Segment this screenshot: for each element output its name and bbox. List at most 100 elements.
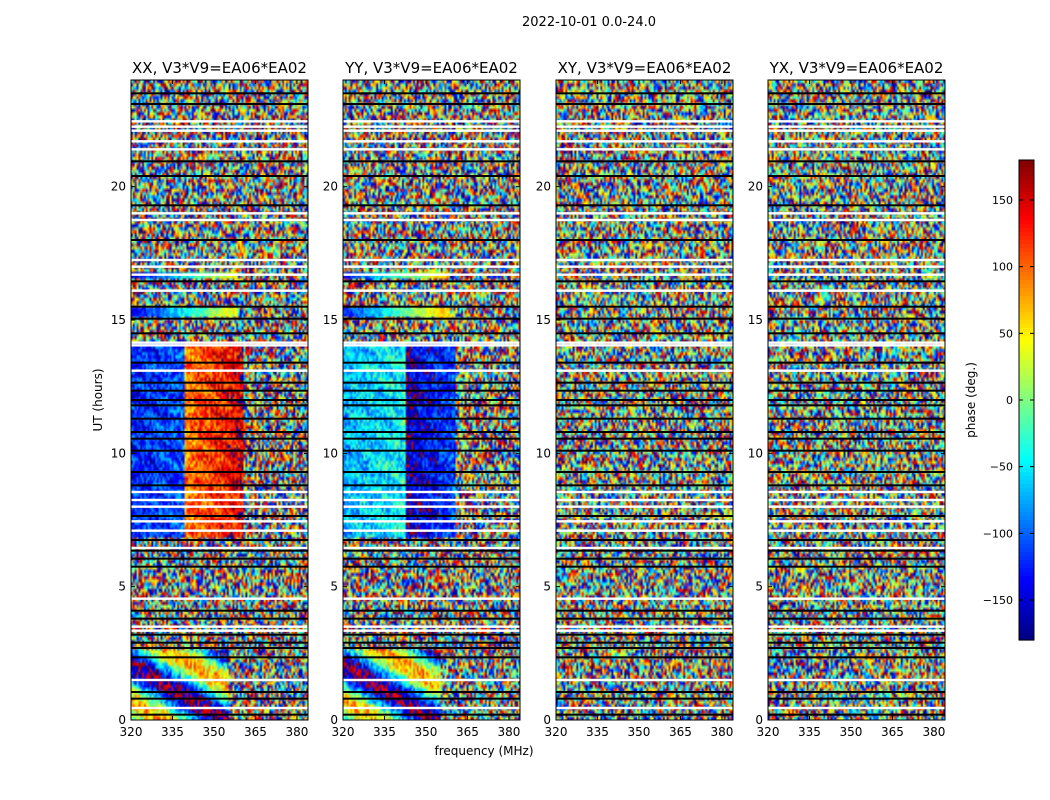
flagged-row-white [131, 505, 308, 508]
flagged-row-white [556, 520, 733, 523]
flagged-row-black [768, 332, 945, 335]
flagged-row-white [768, 529, 945, 532]
colorbar-segment [1019, 232, 1034, 237]
colorbar-segment [1019, 352, 1034, 357]
flagged-row-white [768, 129, 945, 132]
flagged-row-white [131, 344, 308, 347]
flagged-row-black [131, 549, 308, 552]
flagged-row-black [768, 647, 945, 649]
flagged-row-white [768, 218, 945, 222]
colorbar-tick-label: −100 [983, 527, 1013, 540]
flagged-row-white [131, 520, 308, 523]
y-tick-label: 20 [536, 180, 551, 194]
colorbar-segment [1019, 256, 1034, 261]
flagged-row-white [131, 273, 308, 276]
flagged-row-black [343, 609, 520, 612]
flagged-row-black [768, 317, 945, 320]
colorbar-segment [1019, 236, 1034, 241]
flagged-row-black [131, 609, 308, 612]
flagged-row-white [343, 625, 520, 628]
colorbar-segment [1019, 208, 1034, 213]
flagged-row-black [556, 332, 733, 335]
flagged-row-black [556, 691, 733, 693]
flagged-row-black [343, 92, 520, 95]
y-tick-label: 0 [330, 713, 338, 727]
flagged-row-black [768, 404, 945, 407]
panel-3: XY, V3*V9=EA06*EA02 320 335 350 365 380 0 5 10 15… [536, 59, 734, 739]
flagged-row-white [768, 120, 945, 123]
flagged-row-black [556, 280, 733, 283]
flagged-row-black [768, 539, 945, 541]
x-tick-label: 320 [545, 725, 568, 739]
flagged-row-black [343, 389, 520, 392]
figure-title: 2022-10-01 0.0-24.0 [522, 15, 656, 30]
flagged-row-white [343, 148, 520, 151]
colorbar-segment [1019, 176, 1034, 181]
flagged-row-white [768, 546, 945, 550]
colorbar-segment [1019, 224, 1034, 229]
colorbar-segment [1019, 396, 1034, 401]
flagged-row-white [343, 529, 520, 532]
flagged-row-black [131, 399, 308, 401]
flagged-row-black [556, 399, 733, 401]
colorbar-segment [1019, 392, 1034, 397]
colorbar-segment [1019, 188, 1034, 193]
x-tick-label: 365 [881, 725, 904, 739]
y-tick-label: 15 [111, 313, 126, 327]
flagged-row-white [556, 597, 733, 600]
flagged-row-white [768, 344, 945, 347]
colorbar-segment [1019, 376, 1034, 381]
y-tick-label: 0 [118, 713, 126, 727]
flagged-row-black [768, 565, 945, 568]
flagged-row-black [768, 431, 945, 433]
colorbar-segment [1019, 380, 1034, 385]
colorbar-segment [1019, 216, 1034, 221]
colorbar-segment [1019, 428, 1034, 433]
flagged-row-white [343, 273, 520, 276]
flagged-row-white [343, 678, 520, 682]
x-axis-label: frequency (MHz) [434, 744, 533, 758]
flagged-row-white [768, 265, 945, 268]
colorbar-segment [1019, 424, 1034, 429]
flagged-row-black [556, 697, 733, 700]
flagged-row-white [343, 597, 520, 600]
flagged-row-white [131, 498, 308, 502]
panel-4: YX, V3*V9=EA06*EA02 320 335 350 365 380 0 5 10 15… [748, 59, 946, 739]
colorbar-segment [1019, 592, 1034, 597]
flagged-row-white [343, 120, 520, 123]
flagged-row-black [131, 361, 308, 364]
flagged-row-black [343, 417, 520, 420]
x-tick-label: 365 [669, 725, 692, 739]
flagged-row-black [556, 539, 733, 541]
x-tick-label: 320 [332, 725, 355, 739]
flagged-row-black [768, 557, 945, 560]
flagged-row-white [131, 258, 308, 262]
colorbar-segment [1019, 264, 1034, 269]
flagged-row-black [343, 471, 520, 473]
colorbar-segment [1019, 408, 1034, 413]
flagged-row-white [556, 625, 733, 628]
flagged-row-black [343, 437, 520, 440]
colorbar-segment [1019, 500, 1034, 505]
colorbar-segment [1019, 412, 1034, 417]
flagged-row-black [131, 103, 308, 105]
x-tick-label: 380 [285, 725, 308, 739]
colorbar-segment [1019, 296, 1034, 301]
x-tick-label: 335 [586, 725, 609, 739]
colorbar-segment [1019, 616, 1034, 621]
colorbar-segment [1019, 624, 1034, 629]
flagged-row-black [131, 381, 308, 384]
x-tick-label: 350 [415, 725, 438, 739]
flagged-row-white [768, 258, 945, 262]
colorbar-segment [1019, 292, 1034, 297]
flagged-row-white [343, 258, 520, 262]
panel-title: XY, V3*V9=EA06*EA02 [558, 59, 732, 77]
flagged-row-white [768, 498, 945, 502]
colorbar-segment [1019, 360, 1034, 365]
flagged-row-white [131, 490, 308, 494]
flagged-row-black [556, 557, 733, 560]
flagged-row-black [343, 381, 520, 384]
colorbar-segment [1019, 448, 1034, 453]
flagged-row-white [768, 520, 945, 523]
colorbar-segment [1019, 600, 1034, 605]
